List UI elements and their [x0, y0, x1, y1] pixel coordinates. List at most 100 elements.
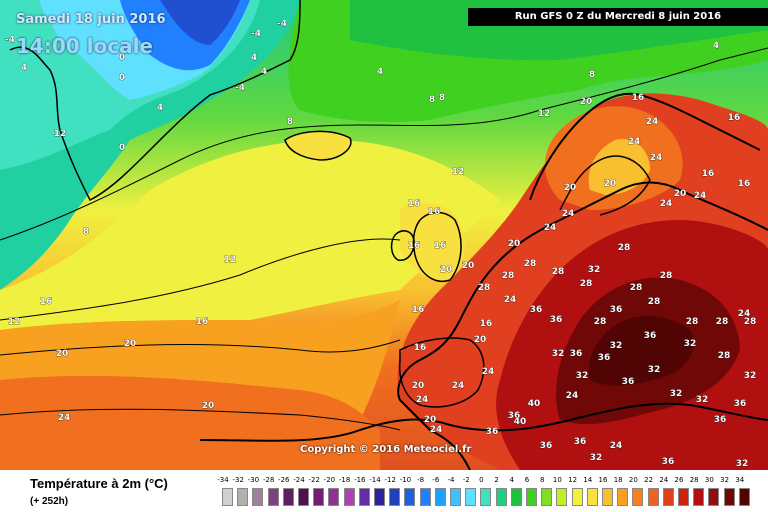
temperature-label: 32 — [736, 459, 749, 469]
temperature-label: -4 — [277, 19, 287, 29]
temperature-label: 28 — [478, 283, 491, 293]
temperature-label: 20 — [604, 179, 617, 189]
temperature-label: 28 — [594, 317, 607, 327]
temperature-label: 36 — [734, 399, 747, 409]
temperature-label: 20 — [474, 335, 487, 345]
temperature-label: 24 — [566, 391, 579, 401]
legend-swatch — [282, 488, 294, 506]
temperature-label: 4 — [261, 67, 267, 77]
temperature-label: 24 — [646, 117, 659, 127]
temperature-label: 24 — [562, 209, 575, 219]
legend-swatch — [419, 488, 431, 506]
temperature-label: -4 — [5, 35, 15, 45]
temperature-label: 36 — [508, 411, 521, 421]
temperature-label: 36 — [662, 457, 675, 467]
legend-swatch — [556, 488, 568, 506]
temperature-label: 24 — [504, 295, 517, 305]
temperature-label: 24 — [416, 395, 429, 405]
temperature-label: 28 — [580, 279, 593, 289]
temperature-label: 16 — [408, 241, 421, 251]
legend-color-scale — [222, 488, 752, 508]
legend-tick-label: 34 — [735, 476, 745, 484]
temperature-label: 8 — [429, 95, 435, 105]
temperature-label: 16 — [40, 297, 53, 307]
legend-tick-label: -24 — [293, 476, 305, 484]
temperature-label: 16 — [480, 319, 493, 329]
temperature-label: 20 — [674, 189, 687, 199]
temperature-label: 28 — [618, 243, 631, 253]
temperature-label: 28 — [524, 259, 537, 269]
temperature-label: 36 — [550, 315, 563, 325]
legend-swatch — [434, 488, 446, 506]
legend-swatch — [586, 488, 598, 506]
legend-swatch — [738, 488, 750, 506]
iberia-coast — [398, 337, 485, 408]
legend-swatch — [632, 488, 644, 506]
legend-swatch — [267, 488, 279, 506]
legend-tick-label: 28 — [689, 476, 699, 484]
temperature-label: 36 — [644, 331, 657, 341]
legend-swatch — [222, 488, 233, 506]
temperature-label: 32 — [588, 265, 601, 275]
temperature-label: 4 — [157, 103, 163, 113]
legend-swatch — [252, 488, 264, 506]
iceland — [284, 130, 352, 161]
legend-tick-label: -30 — [247, 476, 260, 484]
temperature-label: 28 — [648, 297, 661, 307]
legend-swatch — [526, 488, 537, 506]
temperature-label: -4 — [235, 83, 245, 93]
temperature-label: 16 — [196, 317, 209, 327]
legend-swatch — [647, 488, 659, 506]
temperature-label: 28 — [718, 351, 731, 361]
temperature-label: 4 — [713, 41, 719, 51]
legend-tick-label: -34 — [217, 476, 229, 484]
temperature-label: 20 — [56, 349, 69, 359]
temperature-label: 36 — [486, 427, 499, 437]
temperature-label: 24 — [544, 223, 557, 233]
forecast-date: Samedi 18 juin 2016 — [16, 12, 166, 27]
temperature-label: 0 — [119, 73, 125, 83]
temperature-label: 36 — [540, 441, 553, 451]
temperature-label: 12 — [452, 167, 465, 177]
legend-subtitle: (+ 252h) — [30, 496, 69, 507]
legend-swatch — [450, 488, 461, 506]
temperature-label: 32 — [684, 339, 697, 349]
legend-tick-label: -20 — [323, 476, 336, 484]
temperature-label: 24 — [452, 381, 465, 391]
temperature-label: 24 — [694, 191, 707, 201]
temperature-label: 24 — [660, 199, 673, 209]
legend-tick-label: -16 — [354, 476, 366, 484]
temperature-label: 32 — [696, 395, 709, 405]
greenland-coast — [9, 0, 301, 202]
temperature-label: 36 — [598, 353, 611, 363]
temperature-label: 24 — [482, 367, 495, 377]
temperature-label: 40 — [528, 399, 541, 409]
legend-tick-label: 6 — [524, 476, 530, 484]
temperature-label: 28 — [660, 271, 673, 281]
legend-swatch — [389, 488, 401, 506]
temperature-label: 36 — [622, 377, 635, 387]
legend-tick-label: 30 — [704, 476, 714, 484]
legend-tick-label: -14 — [369, 476, 381, 484]
temperature-label: 16 — [408, 199, 421, 209]
temperature-label: 16 — [632, 93, 645, 103]
temperature-label: 20 — [424, 415, 437, 425]
europe-coast — [397, 181, 768, 470]
legend-swatch — [404, 488, 416, 506]
legend-ticks: -34 -32 -30 -28 -26 -24 -22 -20 -18 -16 -14 -12 -10-… — [217, 476, 748, 486]
forecast-time: 14:00 locale — [16, 34, 153, 58]
temperature-label: 4 — [251, 53, 257, 63]
temperature-label: 28 — [744, 317, 757, 327]
temperature-label: 24 — [610, 441, 623, 451]
legend-swatch — [298, 488, 309, 506]
temperature-label: -4 — [251, 29, 261, 39]
temperature-label: 36 — [714, 415, 727, 425]
temperature-label: 24 — [430, 425, 443, 435]
legend-tick-label: 32 — [720, 476, 730, 484]
temperature-label: 4 — [377, 67, 383, 77]
legend-swatch — [495, 488, 507, 506]
legend-swatch — [708, 488, 720, 506]
temperature-label: 24 — [628, 137, 641, 147]
legend-tick-label: 22 — [644, 476, 654, 484]
